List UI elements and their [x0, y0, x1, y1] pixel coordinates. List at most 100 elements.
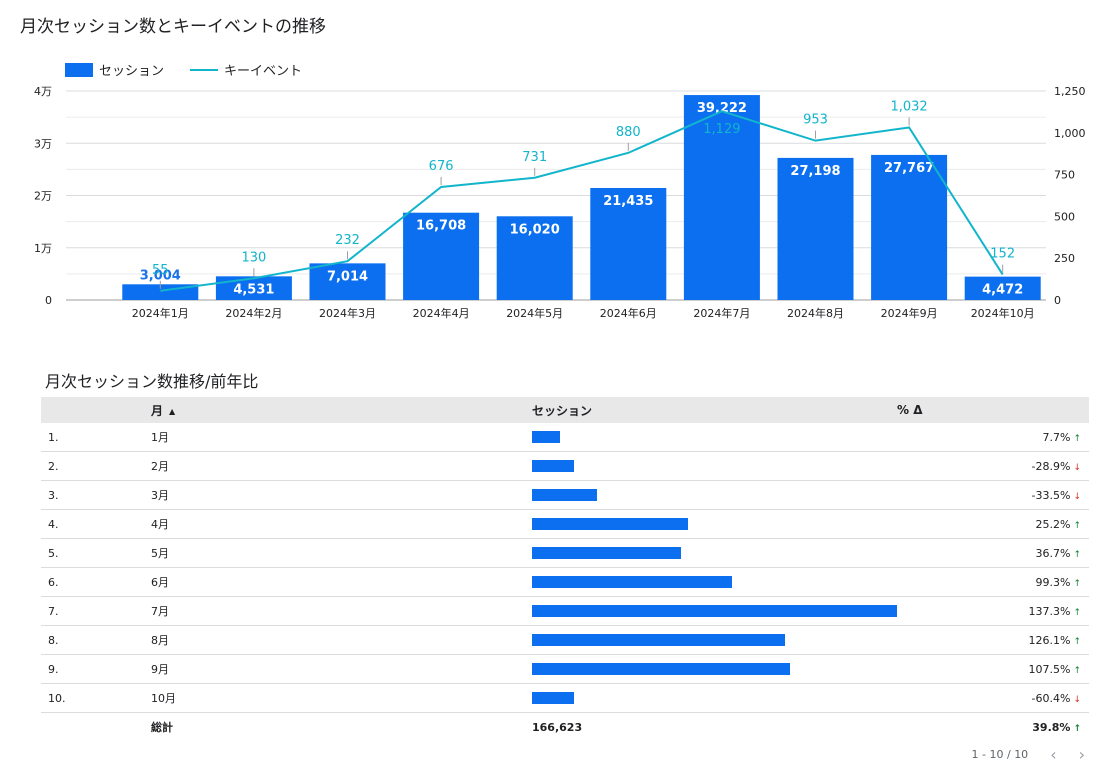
row-month: 3月 — [151, 480, 532, 510]
row-month: 6月 — [151, 567, 532, 597]
bar-value-label: 21,435 — [603, 194, 653, 209]
bar-value-label: 4,472 — [982, 283, 1023, 298]
row-pct-change: 107.5% ↑ — [897, 654, 1089, 684]
arrow-down-icon: ↓ — [1073, 462, 1081, 473]
row-index: 10. — [41, 683, 151, 713]
bar — [309, 263, 386, 300]
sessions-bar — [532, 663, 791, 675]
sessions-bar — [532, 431, 560, 443]
row-pct-change: -60.4% ↓ — [897, 683, 1089, 713]
pct-value: 107.5% — [1028, 662, 1071, 676]
pct-value: -60.4% — [1031, 691, 1071, 705]
row-month: 1月 — [151, 423, 532, 452]
x-tick-label: 2024年2月 — [225, 306, 282, 320]
bar — [496, 216, 573, 300]
pct-value: 25.2% — [1035, 517, 1071, 531]
row-sessions-bar-cell — [532, 596, 897, 626]
row-sessions-bar-cell — [532, 625, 897, 655]
table-row: 8. 8月 126.1% ↑ — [41, 625, 1089, 655]
row-index: 4. — [41, 509, 151, 539]
bar-value-label: 27,767 — [884, 161, 934, 176]
point-value-label: 152 — [990, 247, 1015, 262]
row-index: 6. — [41, 567, 151, 597]
chart-legend[interactable]: セッション キーイベント — [65, 63, 302, 79]
sessions-bar — [532, 518, 688, 530]
right-tick-label: 500 — [1054, 210, 1075, 223]
chart-title: 月次セッション数とキーイベントの推移 — [20, 17, 326, 37]
row-sessions-bar-cell — [532, 451, 897, 481]
point-value-label: 1,129 — [703, 122, 740, 137]
table-row: 2. 2月 -28.9% ↓ — [41, 451, 1089, 481]
total-row: 総計 166,623 39.8% ↑ — [41, 713, 1089, 742]
bar-value-label: 16,020 — [510, 222, 560, 237]
legend-label-sessions: セッション — [99, 64, 164, 79]
sessions-bar — [532, 634, 786, 646]
left-tick-label: 4万 — [34, 85, 52, 98]
point-value-label: 1,032 — [890, 99, 927, 114]
x-tick-label: 2024年3月 — [319, 306, 376, 320]
row-month: 2月 — [151, 451, 532, 481]
pct-change-header[interactable]: % Δ — [897, 397, 1089, 423]
bar — [403, 212, 480, 300]
row-pct-change: 99.3% ↑ — [897, 567, 1089, 597]
sessions-table: 月 ▲ セッション % Δ 1. 1月 7.7% ↑ 2. 2月 -28.9% ↓ 3. 3月 -33… — [41, 397, 1089, 741]
right-tick-label: 1,250 — [1054, 85, 1086, 98]
row-pct-change: 36.7% ↑ — [897, 538, 1089, 568]
table-row: 9. 9月 107.5% ↑ — [41, 654, 1089, 684]
x-axis: 2024年1月 2024年2月 2024年3月 2024年4月 2024年5月 2024年… — [132, 306, 1035, 320]
point-value-label: 953 — [803, 113, 828, 128]
arrow-up-icon: ↑ — [1073, 549, 1081, 560]
month-header[interactable]: 月 ▲ — [151, 397, 532, 423]
arrow-up-icon: ↑ — [1073, 723, 1081, 734]
x-tick-label: 2024年1月 — [132, 306, 189, 320]
row-index: 2. — [41, 451, 151, 481]
x-tick-label: 2024年8月 — [787, 306, 844, 320]
row-pct-change: -28.9% ↓ — [897, 451, 1089, 481]
row-pct-change: 25.2% ↑ — [897, 509, 1089, 539]
arrow-up-icon: ↑ — [1073, 607, 1081, 618]
point-value-label: 55 — [152, 263, 169, 278]
month-header-label: 月 — [151, 403, 164, 418]
row-pct-change: 7.7% ↑ — [897, 423, 1089, 452]
row-pct-change: 137.3% ↑ — [897, 596, 1089, 626]
left-tick-label: 2万 — [34, 190, 52, 203]
right-tick-label: 0 — [1054, 294, 1061, 307]
row-index: 1. — [41, 423, 151, 452]
total-sessions: 166,623 — [532, 720, 583, 734]
right-tick-label: 1,000 — [1054, 127, 1086, 140]
sessions-bar — [532, 692, 574, 704]
point-value-label: 880 — [616, 125, 641, 140]
sessions-bar — [532, 605, 897, 617]
row-sessions-bar-cell — [532, 567, 897, 597]
combo-chart: セッション キーイベント 0 1万 2万 3万 4万 0 250 500 750 1,000 1,2… — [34, 63, 1086, 320]
row-month: 10月 — [151, 683, 532, 713]
table-header-row: 月 ▲ セッション % Δ — [41, 397, 1089, 423]
pct-value: 99.3% — [1035, 575, 1071, 589]
pct-value: 126.1% — [1028, 633, 1071, 647]
pct-value: -28.9% — [1031, 459, 1071, 473]
arrow-up-icon: ↑ — [1073, 636, 1081, 647]
left-axis: 0 1万 2万 3万 4万 — [34, 85, 52, 307]
line-series: 55 130 232 676 731 880 1,129 953 1,032 152 — [152, 99, 1015, 292]
sessions-header[interactable]: セッション — [532, 397, 897, 423]
index-header — [41, 397, 151, 423]
row-month: 9月 — [151, 654, 532, 684]
table-row: 10. 10月 -60.4% ↓ — [41, 683, 1089, 713]
table-row: 3. 3月 -33.5% ↓ — [41, 480, 1089, 510]
right-axis: 0 250 500 750 1,000 1,250 — [1054, 85, 1086, 307]
sort-ascending-icon[interactable]: ▲ — [169, 406, 176, 416]
row-index: 9. — [41, 654, 151, 684]
sessions-bar — [532, 547, 682, 559]
arrow-up-icon: ↑ — [1073, 665, 1081, 676]
chevron-right-icon[interactable]: › — [1078, 745, 1085, 764]
bar-value-label: 4,531 — [233, 282, 274, 297]
row-month: 7月 — [151, 596, 532, 626]
bar — [964, 276, 1041, 300]
chevron-left-icon[interactable]: ‹ — [1050, 745, 1057, 764]
pct-value: -33.5% — [1031, 488, 1071, 502]
sessions-bar — [532, 576, 732, 588]
sessions-bar — [532, 460, 575, 472]
table-row: 1. 1月 7.7% ↑ — [41, 423, 1089, 452]
table-row: 6. 6月 99.3% ↑ — [41, 567, 1089, 597]
bar — [777, 157, 854, 300]
